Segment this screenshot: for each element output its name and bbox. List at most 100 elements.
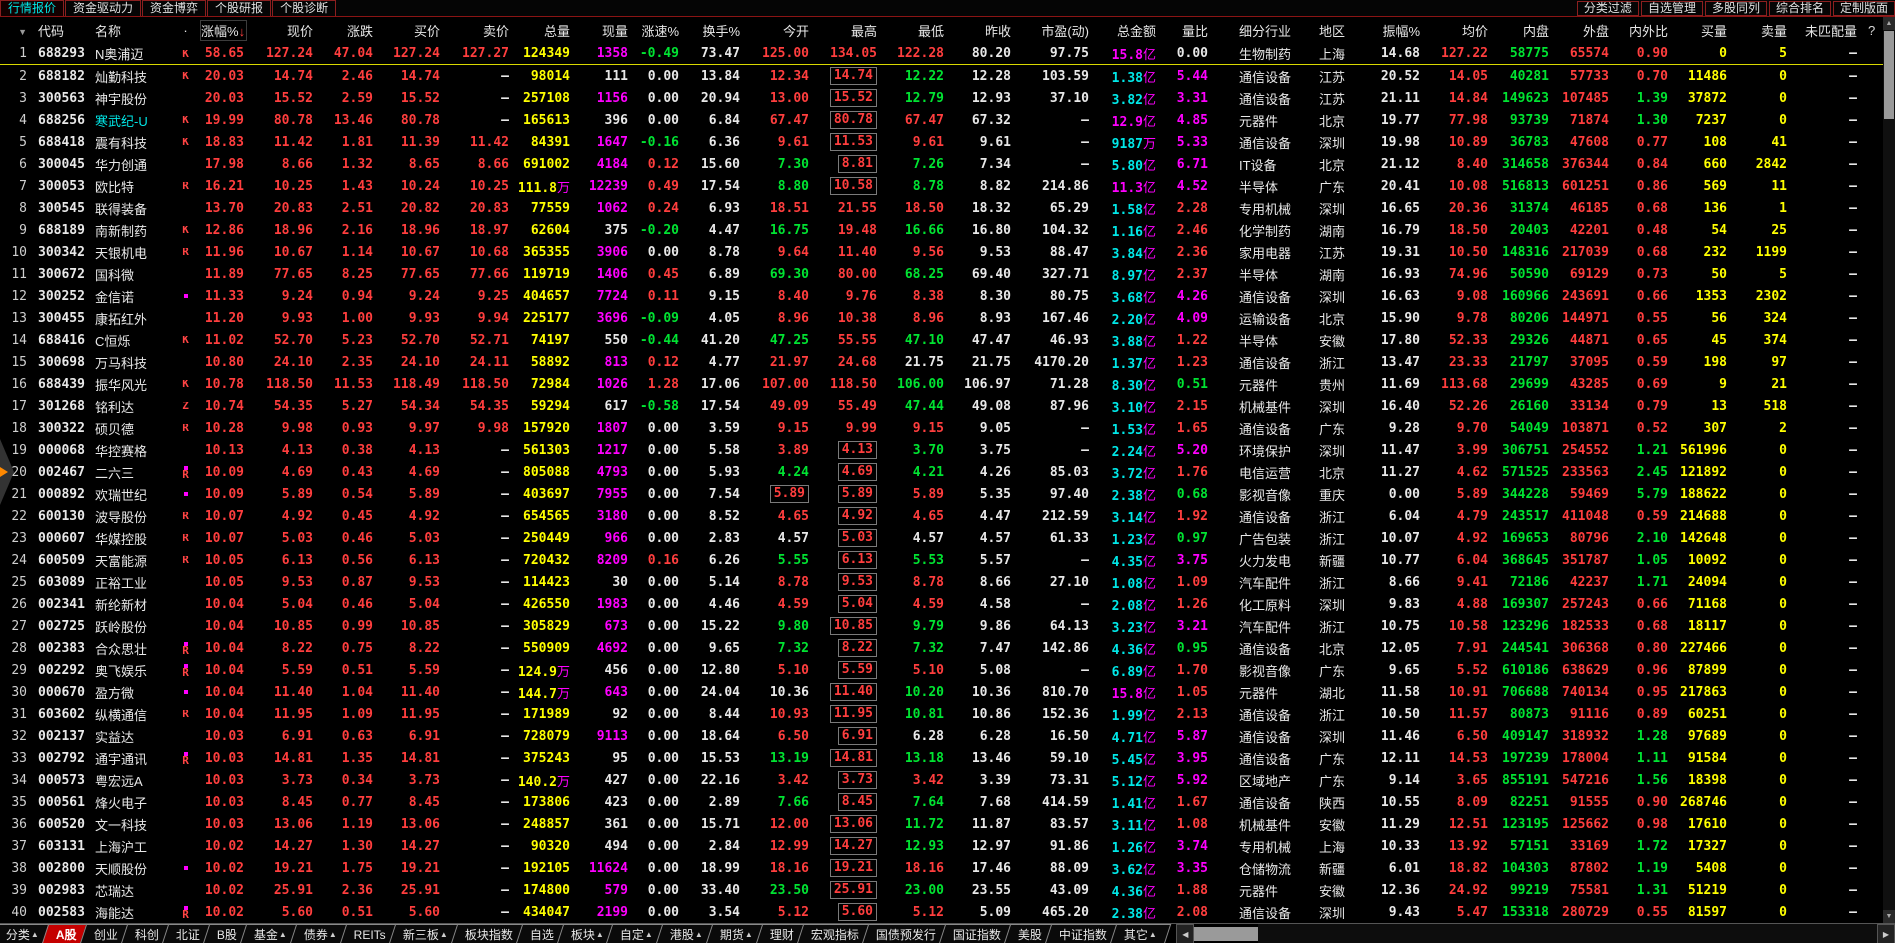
table-row-40[interactable]: 40 002583 海能达 R 10.02 5.60 0.51 5.60 — 434047 2199… [0,901,1883,923]
header-cell-pe[interactable]: 市盈(动) [1014,21,1092,40]
header-cell-reg[interactable]: 地区 [1315,21,1375,40]
toolbar-button-2[interactable]: 自选管理 [1640,1,1703,16]
cell-lb: 2.37 [1176,266,1208,282]
table-row-29[interactable]: 29 002292 奥飞娱乐 R 10.04 5.59 0.51 5.59 — 124.9万 456… [0,659,1883,681]
table-row-16[interactable]: 16 688439 振华风光 K 10.78 118.50 11.53 118.49 118.5… [0,373,1883,395]
table-row-26[interactable]: 26 002341 新纶新材 10.04 5.04 0.46 5.04 — 426550 1983… [0,593,1883,615]
header-cell-bvol[interactable]: 买量 [1671,21,1730,40]
header-cell-fill[interactable]: ? [1860,23,1883,38]
table-row-5[interactable]: 5 688418 震有科技 K 18.83 11.42 1.81 11.39 11.42 8439… [0,131,1883,153]
table-row-19[interactable]: 19 000068 华控赛格 10.13 4.13 0.38 4.13 — 561303 1217… [0,439,1883,461]
header-cell-inn[interactable]: 内盘 [1491,21,1552,40]
table-row-3[interactable]: 3 300563 神宇股份 20.03 15.52 2.59 15.52 — 257108 115… [0,87,1883,109]
header-cell-sell[interactable]: 卖价 [443,21,512,40]
header-cell-price[interactable]: 现价 [247,21,316,40]
table-row-38[interactable]: 38 002800 天顺股份 10.02 19.21 1.75 19.21 — 192105 11… [0,857,1883,879]
header-cell-code[interactable]: 代码 [30,21,95,40]
table-row-12[interactable]: 12 300252 金信诺 11.33 9.24 0.94 9.24 9.25 404657 77… [0,285,1883,307]
vertical-scrollbar[interactable]: ▲ ▼ [1883,17,1895,923]
scroll-up-icon[interactable]: ▲ [1883,17,1895,30]
menu-tab-2[interactable]: 资金驱动力 [65,0,142,16]
table-row-28[interactable]: 28 002383 合众思壮 R 10.04 8.22 0.75 8.22 — 550909 469… [0,637,1883,659]
filter-dropdown-icon[interactable]: ▼ [18,26,27,37]
table-row-13[interactable]: 13 300455 康拓红外 11.20 9.93 1.00 9.93 9.94 225177 3… [0,307,1883,329]
table-row-10[interactable]: 10 300342 天银机电 R 11.96 10.67 1.14 10.67 10.68 365… [0,241,1883,263]
header-cell-turn[interactable]: 换手% [682,21,743,40]
table-row-14[interactable]: 14 688416 C恒烁 K 11.02 52.70 5.23 52.70 52.71 7419… [0,329,1883,351]
vertical-scrollbar-thumb[interactable] [1884,31,1894,119]
cell-seq: 25 [11,574,27,590]
table-row-2[interactable]: 2 688182 灿勤科技 K 20.03 14.74 2.46 14.74 — 98014 111… [0,65,1883,87]
bottom-tab-板块指数[interactable]: 板块指数 [450,924,527,943]
table-row-31[interactable]: 31 603602 纵横通信 R 10.04 11.95 1.09 11.95 — 171989 9… [0,703,1883,725]
cell-price: 4.13 [281,442,313,458]
header-cell-vol[interactable]: 总量 [512,21,573,40]
header-cell-prev[interactable]: 昨收 [947,21,1014,40]
horizontal-scrollbar-track[interactable] [1258,924,1877,943]
toolbar-button-3[interactable]: 多股同列 [1704,1,1767,16]
header-cell-cvol[interactable]: 现量 [573,21,631,40]
header-cell-speed[interactable]: 涨速% [631,21,682,40]
menu-tab-3[interactable]: 资金博弈 [142,0,207,16]
horizontal-scrollbar-thumb[interactable] [1194,927,1259,941]
table-row-24[interactable]: 24 600509 天富能源 R 10.05 6.13 0.56 6.13 — 720432 820… [0,549,1883,571]
table-row-8[interactable]: 8 300545 联得装备 13.70 20.83 2.51 20.82 20.83 77559… [0,197,1883,219]
header-cell-buy[interactable]: 买价 [376,21,443,40]
header-cell-amp[interactable]: 振幅% [1375,21,1423,40]
table-row-30[interactable]: 30 000670 盈方微 10.04 11.40 1.04 11.40 — 144.7万 643… [0,681,1883,703]
scroll-down-icon[interactable]: ▼ [1883,910,1895,923]
table-row-22[interactable]: 22 600130 波导股份 R 10.07 4.92 0.45 4.92 — 654565 318… [0,505,1883,527]
cell-high: 13.06 [812,815,880,833]
hscroll-right-icon[interactable]: ▶ [1877,924,1895,943]
table-row-34[interactable]: 34 000573 粤宏远A 10.03 3.73 0.34 3.73 — 140.2万 427 0… [0,769,1883,791]
header-cell-open[interactable]: 今开 [743,21,812,40]
header-cell-mark[interactable]: · [171,23,200,38]
table-row-7[interactable]: 7 300053 欧比特 R 16.21 10.25 1.43 10.24 10.25 111.8… [0,175,1883,197]
table-row-23[interactable]: 23 000607 华媒控股 R 10.07 5.03 0.46 5.03 — 250449 966… [0,527,1883,549]
menu-tab-4[interactable]: 个股研报 [207,0,272,16]
hscroll-left-icon[interactable]: ◀ [1176,924,1195,943]
toolbar-button-5[interactable]: 定制版面 [1832,1,1895,16]
table-row-17[interactable]: 17 301268 铭利达 Z 10.74 54.35 5.27 54.34 54.35 5929… [0,395,1883,417]
header-cell-ratio[interactable]: 内外比 [1612,21,1671,40]
table-row-20[interactable]: 20 002467 二六三 R 10.09 4.69 0.43 4.69 — 805088 4793… [0,461,1883,483]
header-cell-name[interactable]: 名称 [95,21,171,40]
table-row-27[interactable]: 27 002725 跃岭股份 10.04 10.85 0.99 10.85 — 305829 67… [0,615,1883,637]
table-row-21[interactable]: 21 000892 欢瑞世纪 10.09 5.89 0.54 5.89 — 403697 7955… [0,483,1883,505]
bottom-tab-国债预发行[interactable]: 国债预发行 [862,924,951,943]
table-row-32[interactable]: 32 002137 实益达 10.03 6.91 0.63 6.91 — 728079 9113 0… [0,725,1883,747]
header-cell-svol[interactable]: 卖量 [1730,21,1790,40]
header-cell-ind[interactable]: 细分行业 [1211,21,1315,40]
table-row-25[interactable]: 25 603089 正裕工业 10.05 9.53 0.87 9.53 — 114423 30 0.… [0,571,1883,593]
header-cell-out[interactable]: 外盘 [1552,21,1612,40]
table-row-18[interactable]: 18 300322 硕贝德 R 10.28 9.98 0.93 9.97 9.98 157920 1… [0,417,1883,439]
header-cell-high[interactable]: 最高 [812,21,880,40]
header-cell-amt[interactable]: 总金额 [1092,21,1159,40]
toolbar-button-4[interactable]: 综合排名 [1768,1,1831,16]
table-row-36[interactable]: 36 600520 文一科技 10.03 13.06 1.19 13.06 — 248857 36… [0,813,1883,835]
table-row-4[interactable]: 4 688256 寒武纪-U K 19.99 80.78 13.46 80.78 — 165613… [0,109,1883,131]
table-row-11[interactable]: 11 300672 国科微 11.89 77.65 8.25 77.65 77.66 11971… [0,263,1883,285]
toolbar-button-1[interactable]: 分类过滤 [1576,1,1639,16]
menu-tab-1[interactable]: 行情报价 [0,0,65,16]
header-cell-avg[interactable]: 均价 [1423,21,1491,40]
table-row-37[interactable]: 37 603131 上海沪工 10.02 14.27 1.30 14.27 — 90320 494… [0,835,1883,857]
header-cell-lb[interactable]: 量比 [1159,21,1211,40]
header-cell-pct[interactable]: 涨幅%↓ [200,19,247,41]
bottom-tab-其它[interactable]: 其它 ▲ [1110,924,1172,943]
table-row-33[interactable]: 33 002792 通宇通讯 R 10.03 14.81 1.35 14.81 — 375243 9… [0,747,1883,769]
table-row-9[interactable]: 9 688189 南新制药 K 12.86 18.96 2.16 18.96 18.97 6260… [0,219,1883,241]
table-row-15[interactable]: 15 300698 万马科技 10.80 24.10 2.35 24.10 24.11 5889… [0,351,1883,373]
table-row-6[interactable]: 6 300045 华力创通 17.98 8.66 1.32 8.65 8.66 691002 41… [0,153,1883,175]
header-cell-chg[interactable]: 涨跌 [316,21,376,40]
table-row-1[interactable]: 1 688293 N奥浦迈 K 58.65 127.24 47.04 127.24 127.27… [0,43,1883,65]
header-inn: 内盘 [1522,23,1549,39]
table-row-39[interactable]: 39 002983 芯瑞达 10.02 25.91 2.36 25.91 — 174800 579… [0,879,1883,901]
table-row-35[interactable]: 35 000561 烽火电子 10.03 8.45 0.77 8.45 — 173806 423 0… [0,791,1883,813]
menu-tab-5[interactable]: 个股诊断 [272,0,337,16]
help-icon[interactable]: ? [1868,22,1876,38]
header-cell-low[interactable]: 最低 [880,21,947,40]
cell-lb: 0.00 [1176,46,1208,61]
header-cell-unm[interactable]: 未匹配量 [1790,21,1860,40]
header-cell-seq[interactable]: ▼ [0,23,30,38]
